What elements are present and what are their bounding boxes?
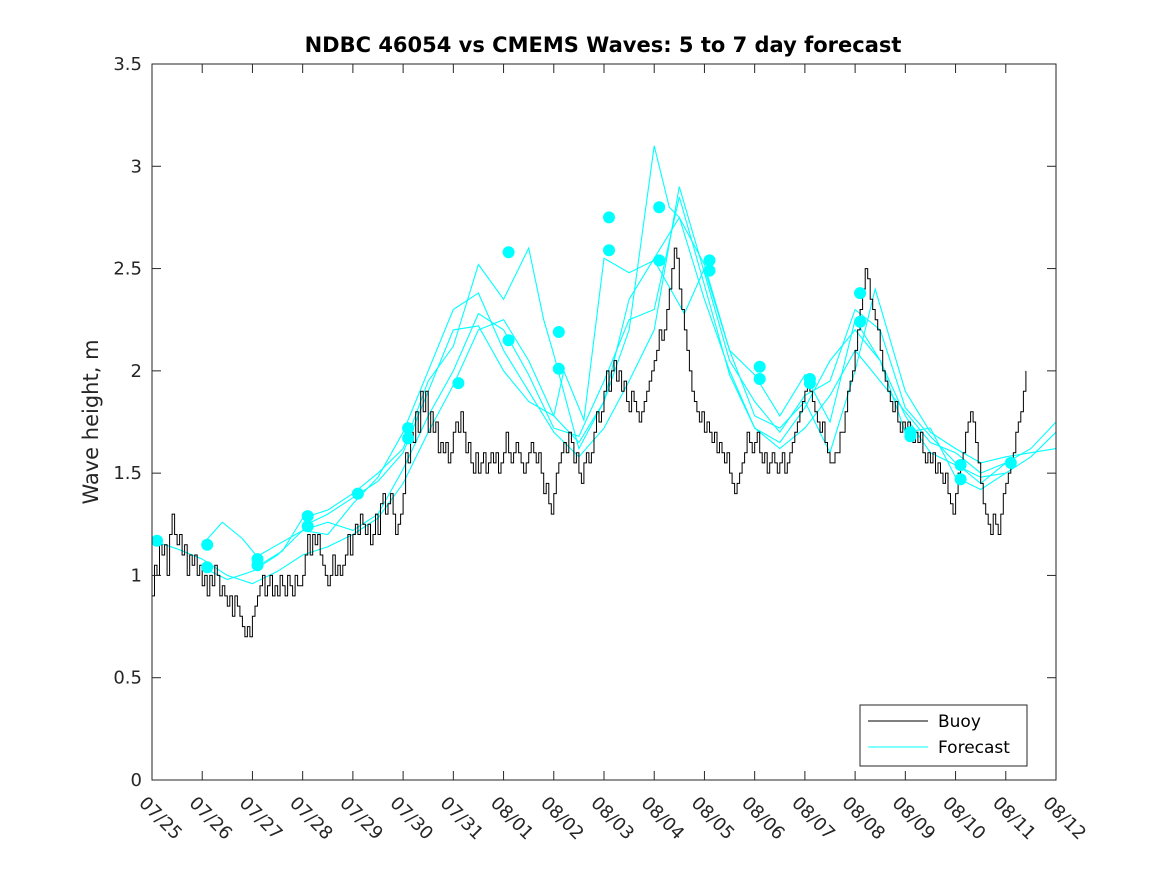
forecast-marker bbox=[402, 432, 415, 445]
forecast-marker bbox=[552, 362, 565, 375]
forecast-marker bbox=[301, 510, 314, 523]
forecast-marker bbox=[854, 287, 867, 300]
y-tick-label: 1 bbox=[131, 565, 142, 586]
y-tick-label: 0 bbox=[131, 770, 142, 791]
forecast-marker bbox=[502, 334, 515, 347]
legend-label-forecast: Forecast bbox=[938, 738, 1010, 758]
legend-label-buoy: Buoy bbox=[938, 712, 981, 732]
legend: Buoy Forecast bbox=[859, 704, 1028, 767]
forecast-marker bbox=[552, 326, 565, 338]
y-tick-label: 3.5 bbox=[113, 54, 142, 75]
forecast-marker bbox=[201, 561, 214, 574]
plot-content bbox=[152, 145, 1056, 638]
forecast-marker bbox=[753, 373, 766, 385]
forecast-marker bbox=[703, 264, 716, 277]
forecast-marker bbox=[502, 246, 515, 259]
forecast-marker bbox=[152, 534, 163, 547]
forecast-marker bbox=[703, 254, 716, 267]
forecast-marker bbox=[854, 315, 867, 328]
forecast-line-2 bbox=[201, 196, 1056, 581]
buoy-line bbox=[152, 247, 1027, 638]
forecast-marker bbox=[954, 473, 967, 486]
forecast-marker bbox=[251, 559, 264, 572]
forecast-marker bbox=[954, 459, 967, 471]
y-axis-label: Wave height, m bbox=[79, 339, 103, 504]
forecast-marker bbox=[603, 211, 615, 224]
forecast-marker bbox=[201, 538, 214, 551]
y-tick-label: 1.5 bbox=[113, 463, 142, 484]
forecast-marker bbox=[301, 520, 314, 533]
legend-box bbox=[859, 704, 1028, 767]
forecast-marker bbox=[402, 422, 415, 435]
forecast-marker bbox=[753, 360, 766, 373]
forecast-marker bbox=[351, 487, 364, 500]
forecast-marker bbox=[603, 244, 615, 257]
forecast-line-5 bbox=[302, 257, 1007, 527]
forecast-marker bbox=[452, 377, 465, 390]
y-tick-label: 0.5 bbox=[113, 668, 142, 689]
y-tick-label: 3 bbox=[131, 156, 142, 177]
chart-title: NDBC 46054 vs CMEMS Waves: 5 to 7 day fo… bbox=[305, 33, 902, 57]
forecast-marker bbox=[904, 430, 917, 443]
forecast-marker bbox=[1004, 456, 1017, 469]
forecast-marker bbox=[653, 201, 666, 214]
forecast-marker bbox=[803, 377, 816, 390]
y-tick-label: 2.5 bbox=[113, 259, 142, 280]
y-axis: 0 0.5 1 1.5 2 2.5 3 3.5 bbox=[113, 54, 1056, 791]
forecast-marker bbox=[653, 254, 666, 267]
y-tick-label: 2 bbox=[131, 361, 142, 382]
